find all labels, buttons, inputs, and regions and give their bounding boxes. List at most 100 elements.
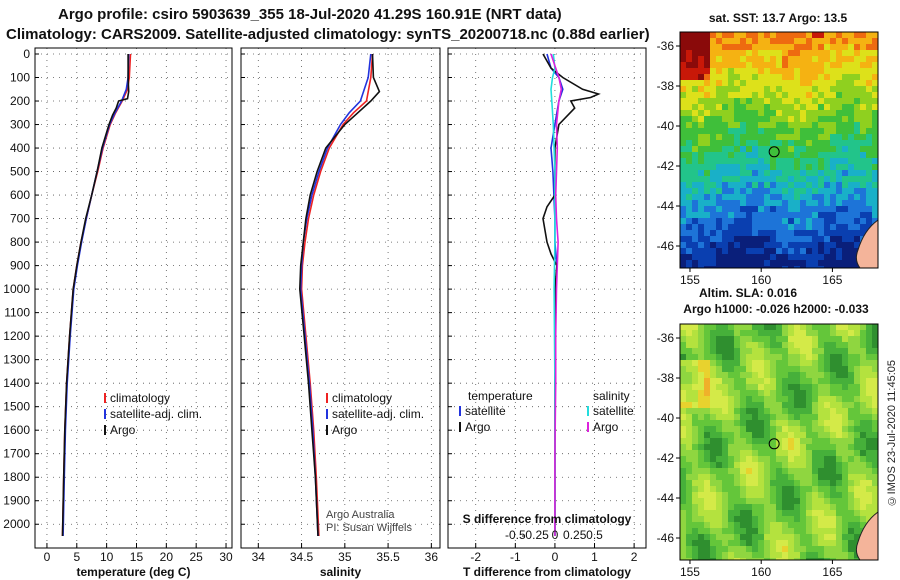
map-cell — [740, 74, 746, 80]
map-cell — [812, 188, 818, 194]
map-cell — [854, 170, 860, 176]
map-cell — [818, 50, 824, 56]
map-cell — [866, 110, 872, 116]
map-cell — [806, 396, 812, 402]
map-cell — [752, 260, 758, 266]
map-cell — [800, 110, 806, 116]
map-cell — [740, 492, 746, 498]
map-cell — [740, 104, 746, 110]
map-cell — [770, 372, 776, 378]
map-cell — [818, 456, 824, 462]
map-cell — [806, 546, 812, 552]
map-cell — [788, 390, 794, 396]
map-cell — [854, 378, 860, 384]
map-cell — [806, 534, 812, 540]
map-cell — [812, 50, 818, 56]
series-line-argo — [61, 54, 130, 537]
map-cell — [704, 200, 710, 206]
map-cell — [764, 98, 770, 104]
map-cell — [752, 444, 758, 450]
map-cell — [788, 504, 794, 510]
map-cell — [746, 62, 752, 68]
map-cell — [698, 348, 704, 354]
map-cell — [854, 492, 860, 498]
map-cell — [806, 528, 812, 534]
map-cell — [842, 32, 848, 38]
map-cell — [692, 408, 698, 414]
map-cell — [866, 450, 872, 456]
y-tick-label: 1800 — [3, 470, 30, 484]
map-cell — [764, 468, 770, 474]
map-cell — [680, 92, 686, 98]
map-cell — [812, 552, 818, 558]
map-cell — [704, 62, 710, 68]
map-cell — [770, 540, 776, 546]
map-cell — [860, 122, 866, 128]
map-cell — [716, 390, 722, 396]
map-cell — [812, 146, 818, 152]
map-cell — [704, 330, 710, 336]
map-cell — [722, 236, 728, 242]
map-cell — [722, 98, 728, 104]
map-cell — [836, 260, 842, 266]
map-cell — [812, 164, 818, 170]
map-cell — [788, 408, 794, 414]
y-tick-label: 1400 — [3, 376, 30, 390]
map-cell — [698, 224, 704, 230]
map-cell — [752, 98, 758, 104]
map-cell — [758, 32, 764, 38]
map-cell — [824, 456, 830, 462]
map-cell — [722, 194, 728, 200]
map-cell — [740, 188, 746, 194]
map-cell — [716, 474, 722, 480]
map-cell — [728, 236, 734, 242]
map-cell — [758, 324, 764, 330]
y-tick-label: 1300 — [3, 353, 30, 367]
map-cell — [740, 468, 746, 474]
map-cell — [866, 444, 872, 450]
map-cell — [824, 324, 830, 330]
map-cell — [698, 384, 704, 390]
map-cell — [746, 224, 752, 230]
map-cell — [734, 80, 740, 86]
map-cell — [764, 260, 770, 266]
map-cell — [752, 176, 758, 182]
map-cell — [722, 92, 728, 98]
map-cell — [800, 140, 806, 146]
map-cell — [782, 266, 788, 268]
map-cell — [842, 110, 848, 116]
legend-swatch — [104, 393, 106, 403]
map-cell — [734, 98, 740, 104]
map-cell — [692, 480, 698, 486]
map-cell — [794, 330, 800, 336]
map-cell — [848, 444, 854, 450]
map-cell — [830, 516, 836, 522]
map-cell — [734, 492, 740, 498]
map-cell — [716, 128, 722, 134]
map-cell — [722, 38, 728, 44]
map-cell — [788, 474, 794, 480]
map-cell — [782, 384, 788, 390]
map-cell — [866, 170, 872, 176]
map-cell — [692, 504, 698, 510]
map-cell — [872, 402, 878, 408]
map-cell — [740, 116, 746, 122]
map-cell — [824, 152, 830, 158]
map-cell — [806, 86, 812, 92]
map-cell — [680, 468, 686, 474]
map-cell — [776, 212, 782, 218]
map-cell — [740, 80, 746, 86]
map-cell — [680, 44, 686, 50]
map-cell — [842, 546, 848, 552]
map-cell — [686, 378, 692, 384]
map-cell — [758, 504, 764, 510]
map-cell — [788, 122, 794, 128]
map-cell — [776, 146, 782, 152]
map-cell — [860, 32, 866, 38]
map-cell — [710, 68, 716, 74]
map-cell — [716, 98, 722, 104]
map-cell — [686, 390, 692, 396]
map-cell — [860, 182, 866, 188]
map-cell — [806, 378, 812, 384]
map-cell — [734, 50, 740, 56]
